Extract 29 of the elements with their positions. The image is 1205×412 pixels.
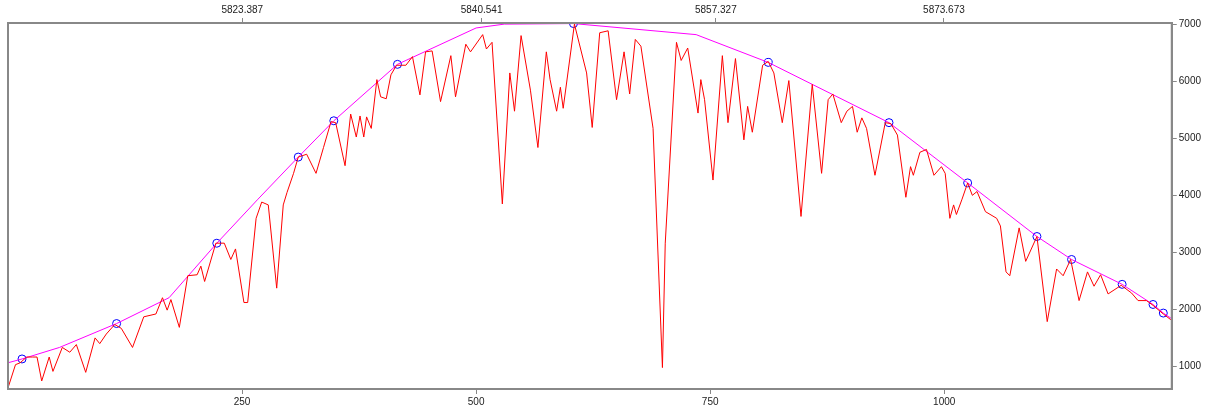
point [1032, 232, 1042, 241]
point [884, 118, 894, 128]
x-tick-label: 1000 [933, 395, 956, 407]
x-tick-label: 750 [701, 395, 719, 407]
y-tick-label: 5000 [1178, 131, 1202, 143]
y-tick-label: 1000 [1178, 359, 1202, 371]
y-tick-label: 3000 [1178, 245, 1202, 257]
point [17, 354, 27, 364]
y-tick-label: 7000 [1178, 17, 1202, 29]
point [1158, 308, 1168, 318]
point [963, 178, 973, 188]
x2-tick-label: 5840.541 [460, 3, 503, 15]
point [1117, 279, 1127, 289]
x-tick-label: 500 [467, 395, 485, 407]
x2-tick-label: 5823.387 [221, 3, 264, 15]
point [1148, 299, 1158, 309]
y-tick-label: 2000 [1178, 302, 1202, 314]
x-tick-label: 250 [233, 395, 251, 407]
y-tick-label: 6000 [1178, 74, 1202, 86]
x2-tick-label: 5857.327 [694, 3, 738, 15]
point [392, 59, 402, 69]
point [329, 116, 339, 126]
point [763, 57, 773, 67]
point [212, 238, 222, 248]
y-tick-label: 4000 [1178, 188, 1202, 200]
point [1067, 254, 1077, 264]
x2-tick-label: 5873.673 [923, 3, 966, 15]
point [293, 152, 303, 162]
point [112, 319, 122, 329]
